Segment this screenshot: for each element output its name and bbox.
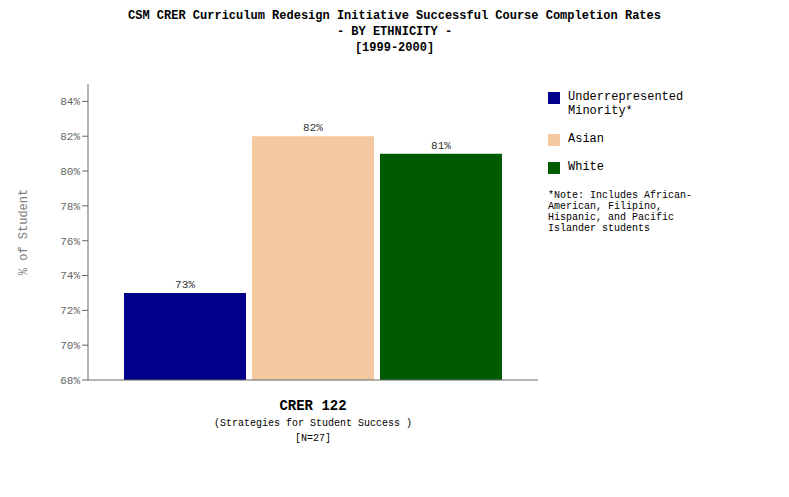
svg-text:82%: 82% [60, 131, 80, 143]
html-text:White: White [568, 160, 604, 174]
svg-text:72%: 72% [60, 305, 80, 317]
html-text:[N=27]: [N=27] [295, 433, 331, 444]
html-text:CSM CRER Curriculum Redesign I: CSM CRER Curriculum Redesign Initiative … [128, 9, 661, 23]
svg-text:68%: 68% [60, 375, 80, 387]
svg-text:73%: 73% [175, 279, 195, 291]
html-text:CRER 122: CRER 122 [279, 398, 347, 414]
html-text:(Strategies for Student Succes: (Strategies for Student Success ) [214, 418, 412, 429]
svg-text:81%: 81% [431, 140, 451, 152]
svg-text:84%: 84% [60, 96, 80, 108]
svg-text:78%: 78% [60, 201, 80, 213]
html-text:*Note: Includes African- Ameri: *Note: Includes African- American, Filip… [548, 190, 692, 234]
svg-text:70%: 70% [60, 340, 80, 352]
svg-text:76%: 76% [60, 236, 80, 248]
html-text:Asian: Asian [568, 132, 604, 146]
html-text:[1999-2000]: [1999-2000] [354, 41, 435, 55]
svg-text:80%: 80% [60, 166, 80, 178]
svg-text:82%: 82% [303, 122, 323, 134]
html-text:- BY ETHNICITY -: - BY ETHNICITY - [336, 25, 453, 39]
svg-text:% of Student: % of Student [17, 189, 31, 275]
svg-text:74%: 74% [60, 270, 80, 282]
html-text:Underrepresented Minority*: Underrepresented Minority* [568, 90, 684, 118]
